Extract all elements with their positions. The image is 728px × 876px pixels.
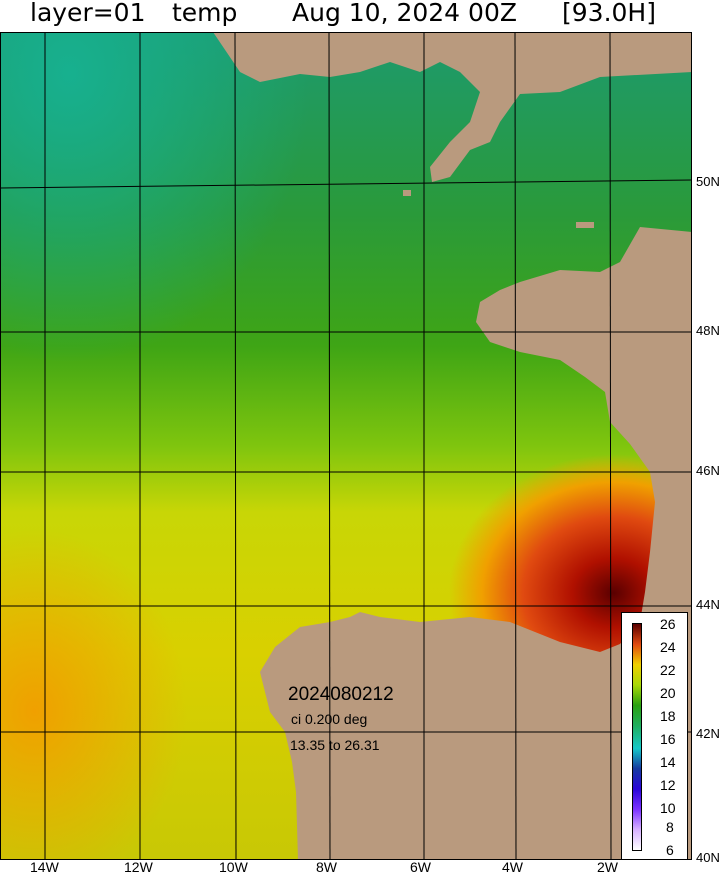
datetime-label: Aug 10, 2024 00Z	[292, 0, 517, 27]
range-label: 13.35 to 26.31	[290, 737, 380, 753]
graticule	[0, 32, 692, 860]
lat-label: 40N	[696, 850, 720, 865]
land	[213, 32, 692, 860]
colorbar-tick: 20	[660, 685, 676, 701]
colorbar-tick: 6	[666, 842, 674, 858]
colorbar	[632, 623, 642, 851]
colorbar-tick: 26	[660, 616, 676, 632]
colorbar-tick: 18	[660, 708, 676, 724]
temperature-map	[0, 32, 692, 860]
variable-label: temp	[172, 0, 238, 27]
lon-label: 10W	[219, 859, 248, 875]
layer-label: layer=01	[30, 0, 146, 27]
lon-label: 12W	[124, 859, 153, 875]
lon-label: 2W	[597, 859, 618, 875]
lon-label: 14W	[30, 859, 59, 875]
plot-title: layer=01 temp Aug 10, 2024 00Z [93.0H]	[0, 0, 728, 32]
forecast-hour-label: [93.0H]	[562, 0, 656, 27]
colorbar-tick: 12	[660, 777, 676, 793]
lat-label: 48N	[696, 323, 720, 338]
contour-interval-label: ci 0.200 deg	[291, 711, 368, 727]
colorbar-tick: 24	[660, 639, 676, 655]
colorbar-tick: 14	[660, 754, 676, 770]
lon-label: 8W	[316, 859, 337, 875]
lon-label: 6W	[410, 859, 431, 875]
lat-label: 50N	[696, 174, 720, 189]
lat-label: 42N	[696, 726, 720, 741]
colorbar-legend: 26 24 22 20 18 16 14 12 10 8 6	[621, 612, 688, 860]
lat-label: 46N	[696, 463, 720, 478]
colorbar-tick: 10	[660, 800, 676, 816]
colorbar-tick: 16	[660, 731, 676, 747]
colorbar-tick: 22	[660, 662, 676, 678]
colorbar-tick: 8	[666, 819, 674, 835]
run-id-label: 2024080212	[288, 684, 394, 705]
lat-label: 44N	[696, 597, 720, 612]
lon-label: 4W	[502, 859, 523, 875]
